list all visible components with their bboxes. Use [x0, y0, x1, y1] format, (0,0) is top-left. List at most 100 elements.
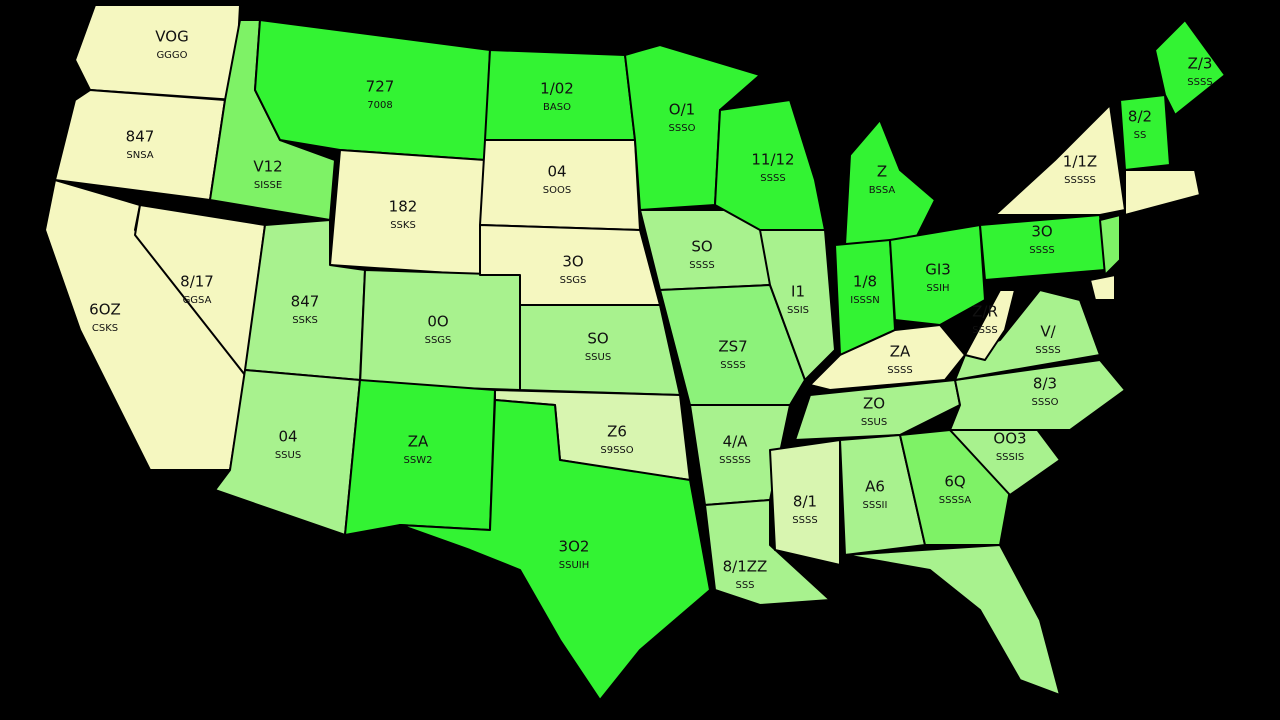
- state-sublabel: SISSE: [254, 180, 282, 191]
- state: [214, 369, 361, 536]
- state-sublabel: SSSS: [887, 365, 912, 376]
- state-label: 847: [291, 293, 320, 311]
- state-sublabel: SNSA: [126, 150, 153, 161]
- state-label: Z/R: [972, 303, 998, 321]
- state-label: 6OZ: [89, 301, 121, 319]
- state-sublabel: SSW2: [404, 455, 433, 466]
- state-label: 3O2: [559, 538, 590, 556]
- state-sublabel: SSKS: [390, 220, 416, 231]
- state: [954, 289, 1101, 381]
- state-label: GI3: [925, 261, 951, 279]
- state: [1154, 19, 1226, 116]
- state-label: 1/02: [540, 80, 574, 98]
- state-sublabel: SOOS: [543, 185, 571, 196]
- state-sublabel: SSSS: [1187, 77, 1212, 88]
- state: [949, 359, 1126, 431]
- state-sublabel: SS: [1134, 130, 1147, 141]
- state-sublabel: S9SSO: [600, 445, 633, 456]
- state-sublabel: SSUS: [585, 352, 611, 363]
- state-label: 0O: [427, 313, 448, 331]
- state-label: 1/1Z: [1063, 153, 1097, 171]
- state-label: 8/17: [180, 273, 214, 291]
- state-label: 727: [366, 78, 395, 96]
- state-sublabel: CSKS: [92, 323, 118, 334]
- state-sublabel: GGGO: [156, 50, 187, 61]
- state-sublabel: BASO: [543, 102, 571, 113]
- state: [399, 399, 711, 701]
- state-label: 3O: [562, 253, 583, 271]
- state: [844, 119, 936, 246]
- state-sublabel: 7008: [367, 100, 392, 111]
- state: [1124, 169, 1201, 216]
- state: [964, 289, 1016, 361]
- state: [889, 224, 986, 326]
- state-label: ZO: [863, 395, 885, 413]
- state-sublabel: SSSS: [792, 515, 817, 526]
- state-sublabel: BSSA: [869, 185, 896, 196]
- state-label: ZS7: [718, 338, 747, 356]
- state-sublabel: SSSSS: [1064, 175, 1096, 186]
- state: [844, 544, 1061, 696]
- state-label: V/: [1040, 323, 1056, 341]
- state-label: 8/2: [1128, 108, 1152, 126]
- state-sublabel: SSSO: [669, 123, 696, 134]
- state-label: OO3: [993, 430, 1026, 448]
- state: [54, 89, 226, 201]
- state-label: 6Q: [944, 473, 965, 491]
- state-label: 1/8: [853, 273, 877, 291]
- state-label: ZA: [408, 433, 429, 451]
- state-label: V12: [253, 158, 282, 176]
- state-sublabel: SSSS: [760, 173, 785, 184]
- state-sublabel: SSSS: [972, 325, 997, 336]
- state-label: 04: [278, 428, 297, 446]
- state-sublabel: SSIS: [787, 305, 809, 316]
- state-label: VOG: [155, 28, 188, 46]
- state-label: ZA: [890, 343, 911, 361]
- state-sublabel: SSSS: [720, 360, 745, 371]
- state-sublabel: SSSSA: [939, 495, 972, 506]
- state-sublabel: SSSS: [1035, 345, 1060, 356]
- state-label: O/1: [669, 101, 695, 119]
- state: [994, 104, 1126, 216]
- state-label: 8/1ZZ: [723, 558, 768, 576]
- state-label: 11/12: [751, 151, 794, 169]
- state: [704, 499, 831, 606]
- state-sublabel: SSSO: [1032, 397, 1059, 408]
- state: [759, 229, 836, 381]
- state-label: SO: [691, 238, 712, 256]
- state-label: 4/A: [723, 433, 749, 451]
- state-sublabel: SSSS: [1029, 245, 1054, 256]
- state-sublabel: SSS: [735, 580, 754, 591]
- state-label: 04: [547, 163, 566, 181]
- state-label: 847: [126, 128, 155, 146]
- state-sublabel: SSKS: [292, 315, 318, 326]
- state: [899, 429, 1011, 546]
- state-label: SO: [587, 330, 608, 348]
- state-label: Z/3: [1188, 55, 1213, 73]
- state-label: I1: [791, 283, 805, 301]
- state-label: 182: [389, 198, 418, 216]
- state-sublabel: GGSA: [183, 295, 212, 306]
- state-sublabel: SSSSS: [719, 455, 751, 466]
- state: [1089, 274, 1116, 301]
- state-sublabel: ISSSN: [850, 295, 879, 306]
- state-label: Z: [877, 163, 887, 181]
- state-sublabel: SSGS: [560, 275, 587, 286]
- state: [1119, 94, 1171, 171]
- state: [1099, 214, 1121, 276]
- state-sublabel: SSIH: [926, 283, 949, 294]
- state-sublabel: SSGS: [425, 335, 452, 346]
- state-sublabel: SSSS: [689, 260, 714, 271]
- state-sublabel: SSUS: [861, 417, 887, 428]
- state: [769, 439, 841, 566]
- state-sublabel: SSSIS: [996, 452, 1024, 463]
- state-label: Z6: [607, 423, 627, 441]
- state: [809, 324, 966, 391]
- state-label: 8/3: [1033, 375, 1057, 393]
- state: [659, 284, 806, 406]
- state-sublabel: SSSII: [863, 500, 888, 511]
- state-label: 8/1: [793, 493, 817, 511]
- state-sublabel: SSUIH: [559, 560, 589, 571]
